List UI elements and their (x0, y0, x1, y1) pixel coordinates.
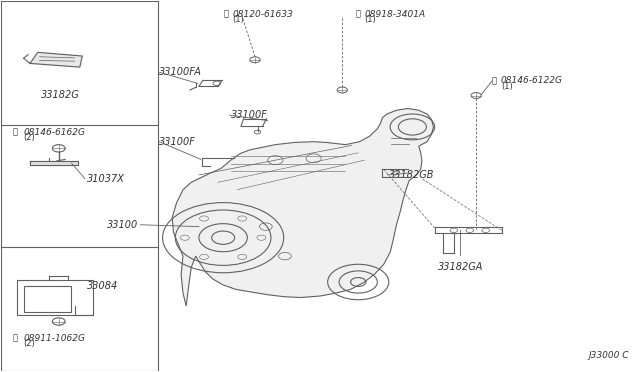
Text: 33100FA: 33100FA (159, 67, 202, 77)
Text: 08911-1062G: 08911-1062G (23, 334, 85, 343)
Text: (1): (1) (365, 15, 376, 24)
Text: Ⓑ: Ⓑ (13, 128, 18, 137)
Text: 33100F: 33100F (231, 110, 268, 120)
Text: 31037X: 31037X (87, 174, 125, 184)
Polygon shape (30, 161, 78, 164)
Text: (2): (2) (23, 339, 35, 348)
Text: Ⓑ: Ⓑ (223, 10, 228, 19)
Text: 33182GB: 33182GB (389, 170, 435, 180)
Bar (17, 280, 93, 315)
Text: 33100F: 33100F (159, 137, 196, 147)
Text: Ⓝ: Ⓝ (356, 10, 361, 19)
Text: (1): (1) (501, 81, 513, 90)
Text: 33100: 33100 (107, 220, 138, 230)
Text: 08918-3401A: 08918-3401A (365, 10, 426, 19)
Text: J33000 C: J33000 C (589, 350, 629, 359)
Text: Ⓝ: Ⓝ (13, 334, 18, 343)
Text: 08120-61633: 08120-61633 (232, 10, 293, 19)
Polygon shape (30, 52, 83, 67)
Text: 33182G: 33182G (40, 90, 79, 100)
Text: 08146-6162G: 08146-6162G (23, 128, 85, 137)
Bar (24, 286, 72, 311)
Text: 33084: 33084 (88, 281, 118, 291)
Text: (2): (2) (23, 133, 35, 142)
Polygon shape (172, 109, 433, 306)
Text: 33182GA: 33182GA (438, 262, 483, 272)
Text: 08146-6122G: 08146-6122G (501, 76, 563, 85)
Text: Ⓑ: Ⓑ (492, 76, 497, 85)
Text: (1): (1) (232, 15, 244, 24)
